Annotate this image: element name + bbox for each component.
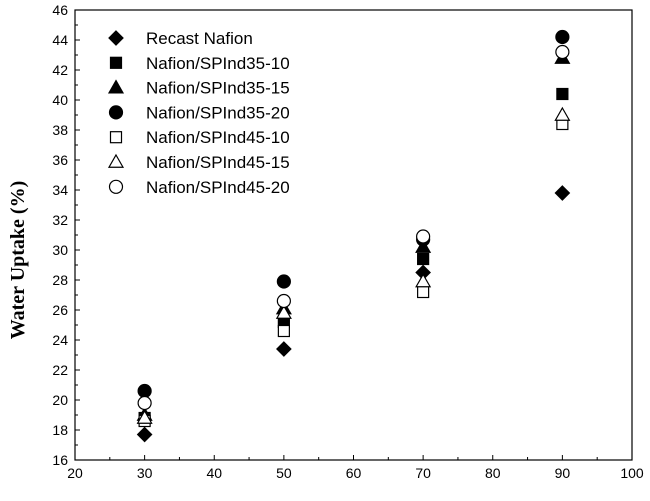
legend-item: Nafion/SPInd45-15 [107,153,290,172]
x-tick-label: 20 [67,465,83,481]
y-tick-label: 26 [52,302,68,318]
series-1 [136,185,571,443]
data-point [555,29,570,45]
x-tick-label: 70 [415,465,431,481]
y-tick-label: 44 [52,32,68,48]
legend-marker [108,179,124,194]
data-point [137,383,152,399]
y-tick-label: 20 [52,392,68,408]
x-tick-label: 90 [555,465,571,481]
legend-label: Nafion/SPInd45-10 [146,128,290,147]
legend-marker [107,153,125,168]
legend-label: Nafion/SPInd35-20 [146,103,290,122]
legend-label: Nafion/SPInd45-15 [146,153,290,172]
y-tick-label: 28 [52,272,68,288]
y-axis-ticks: 16 18 20 22 24 26 28 30 32 34 36 38 40 42 44 46 [52,2,80,468]
series-7 [137,44,570,411]
x-tick-label: 50 [276,465,292,481]
data-point [275,304,292,319]
x-tick-label: 100 [620,465,644,481]
series-6 [136,106,571,424]
legend-label: Nafion/SPInd45-20 [146,178,290,197]
legend-item: Nafion/SPInd35-10 [109,54,290,73]
y-tick-label: 34 [52,182,68,198]
y-tick-label: 30 [52,242,68,258]
data-point [555,44,570,60]
legend-marker [107,79,125,94]
y-tick-label: 16 [52,452,68,468]
data-point [415,273,432,288]
data-point [276,293,291,309]
data-point [277,324,290,338]
data-point [136,426,153,443]
x-tick-label: 30 [137,465,153,481]
y-tick-label: 24 [52,332,68,348]
legend-item: Nafion/SPInd35-20 [108,103,290,122]
y-axis-title: Water Uptake (%) [7,181,29,340]
legend-label: Recast Nafion [146,29,253,48]
y-tick-label: 40 [52,92,68,108]
legend-marker [108,105,124,120]
y-tick-label: 18 [52,422,68,438]
y-tick-label: 38 [52,122,68,138]
data-point [137,395,152,411]
legend-item: Nafion/SPInd35-15 [107,79,290,98]
x-tick-label: 60 [346,465,362,481]
data-point [276,274,291,289]
data-point [417,285,430,299]
x-axis-ticks: 20 30 40 50 60 70 80 90 100 [67,455,644,481]
data-point [416,229,431,244]
data-point [556,87,569,101]
y-tick-label: 22 [52,362,68,378]
x-tick-label: 80 [485,465,501,481]
legend-label: Nafion/SPInd35-10 [146,54,290,73]
legend: Recast Nafion Nafion/SPInd35-10 Nafion/SPI… [107,29,290,197]
data-point [136,409,153,424]
x-tick-label: 40 [206,465,222,481]
data-point [276,341,292,357]
data-point [554,185,571,201]
y-tick-label: 46 [52,2,68,18]
legend-item: Nafion/SPInd45-20 [108,178,290,197]
legend-label: Nafion/SPInd35-15 [146,79,290,98]
legend-marker [108,30,124,46]
legend-item: Recast Nafion [108,29,253,48]
legend-marker [109,56,123,69]
legend-item: Nafion/SPInd45-10 [109,128,290,147]
data-point [554,106,571,121]
y-tick-label: 36 [52,152,68,168]
legend-marker [109,131,123,144]
data-point [417,252,430,266]
y-tick-label: 42 [52,62,68,78]
data-markers [136,29,571,443]
y-tick-label: 32 [52,212,68,228]
